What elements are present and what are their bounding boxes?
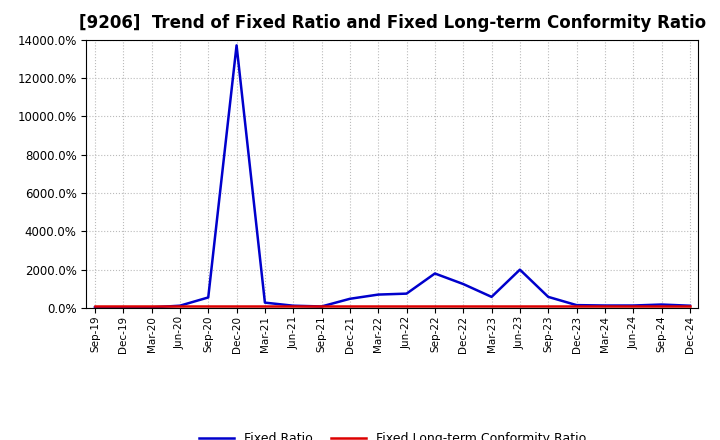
Fixed Ratio (91, 305, 99, 310)
Fixed Ratio (374, 292, 382, 297)
Fixed Long-term Conformity Ratio (91, 304, 99, 309)
Fixed Long-term Conformity Ratio (516, 304, 524, 309)
Fixed Ratio (289, 303, 297, 308)
Title: [9206]  Trend of Fixed Ratio and Fixed Long-term Conformity Ratio: [9206] Trend of Fixed Ratio and Fixed Lo… (78, 15, 706, 33)
Fixed Ratio (572, 302, 581, 308)
Fixed Long-term Conformity Ratio (487, 304, 496, 309)
Fixed Long-term Conformity Ratio (374, 304, 382, 309)
Fixed Long-term Conformity Ratio (346, 304, 354, 309)
Fixed Long-term Conformity Ratio (261, 304, 269, 309)
Fixed Long-term Conformity Ratio (544, 304, 552, 309)
Fixed Long-term Conformity Ratio (600, 304, 609, 309)
Fixed Long-term Conformity Ratio (204, 304, 212, 309)
Fixed Long-term Conformity Ratio (685, 304, 694, 309)
Fixed Ratio (600, 303, 609, 308)
Fixed Ratio (148, 304, 156, 310)
Fixed Ratio (657, 302, 666, 307)
Fixed Long-term Conformity Ratio (459, 304, 467, 309)
Fixed Ratio (516, 267, 524, 272)
Fixed Long-term Conformity Ratio (233, 304, 241, 309)
Legend: Fixed Ratio, Fixed Long-term Conformity Ratio: Fixed Ratio, Fixed Long-term Conformity … (194, 427, 591, 440)
Fixed Ratio (629, 303, 637, 308)
Fixed Ratio (176, 303, 184, 308)
Fixed Ratio (544, 294, 552, 300)
Fixed Long-term Conformity Ratio (629, 304, 637, 309)
Fixed Ratio (346, 296, 354, 301)
Fixed Long-term Conformity Ratio (176, 304, 184, 309)
Fixed Long-term Conformity Ratio (657, 304, 666, 309)
Fixed Long-term Conformity Ratio (289, 304, 297, 309)
Fixed Long-term Conformity Ratio (119, 304, 127, 309)
Fixed Ratio (119, 305, 127, 310)
Fixed Ratio (685, 303, 694, 308)
Fixed Ratio (204, 295, 212, 300)
Fixed Long-term Conformity Ratio (572, 304, 581, 309)
Fixed Ratio (402, 291, 411, 296)
Fixed Ratio (487, 294, 496, 300)
Fixed Long-term Conformity Ratio (318, 304, 326, 309)
Fixed Ratio (431, 271, 439, 276)
Fixed Long-term Conformity Ratio (402, 304, 411, 309)
Fixed Ratio (318, 304, 326, 309)
Fixed Long-term Conformity Ratio (431, 304, 439, 309)
Fixed Ratio (233, 43, 241, 48)
Fixed Ratio (261, 300, 269, 305)
Line: Fixed Ratio: Fixed Ratio (95, 45, 690, 308)
Fixed Long-term Conformity Ratio (148, 304, 156, 309)
Fixed Ratio (459, 282, 467, 287)
